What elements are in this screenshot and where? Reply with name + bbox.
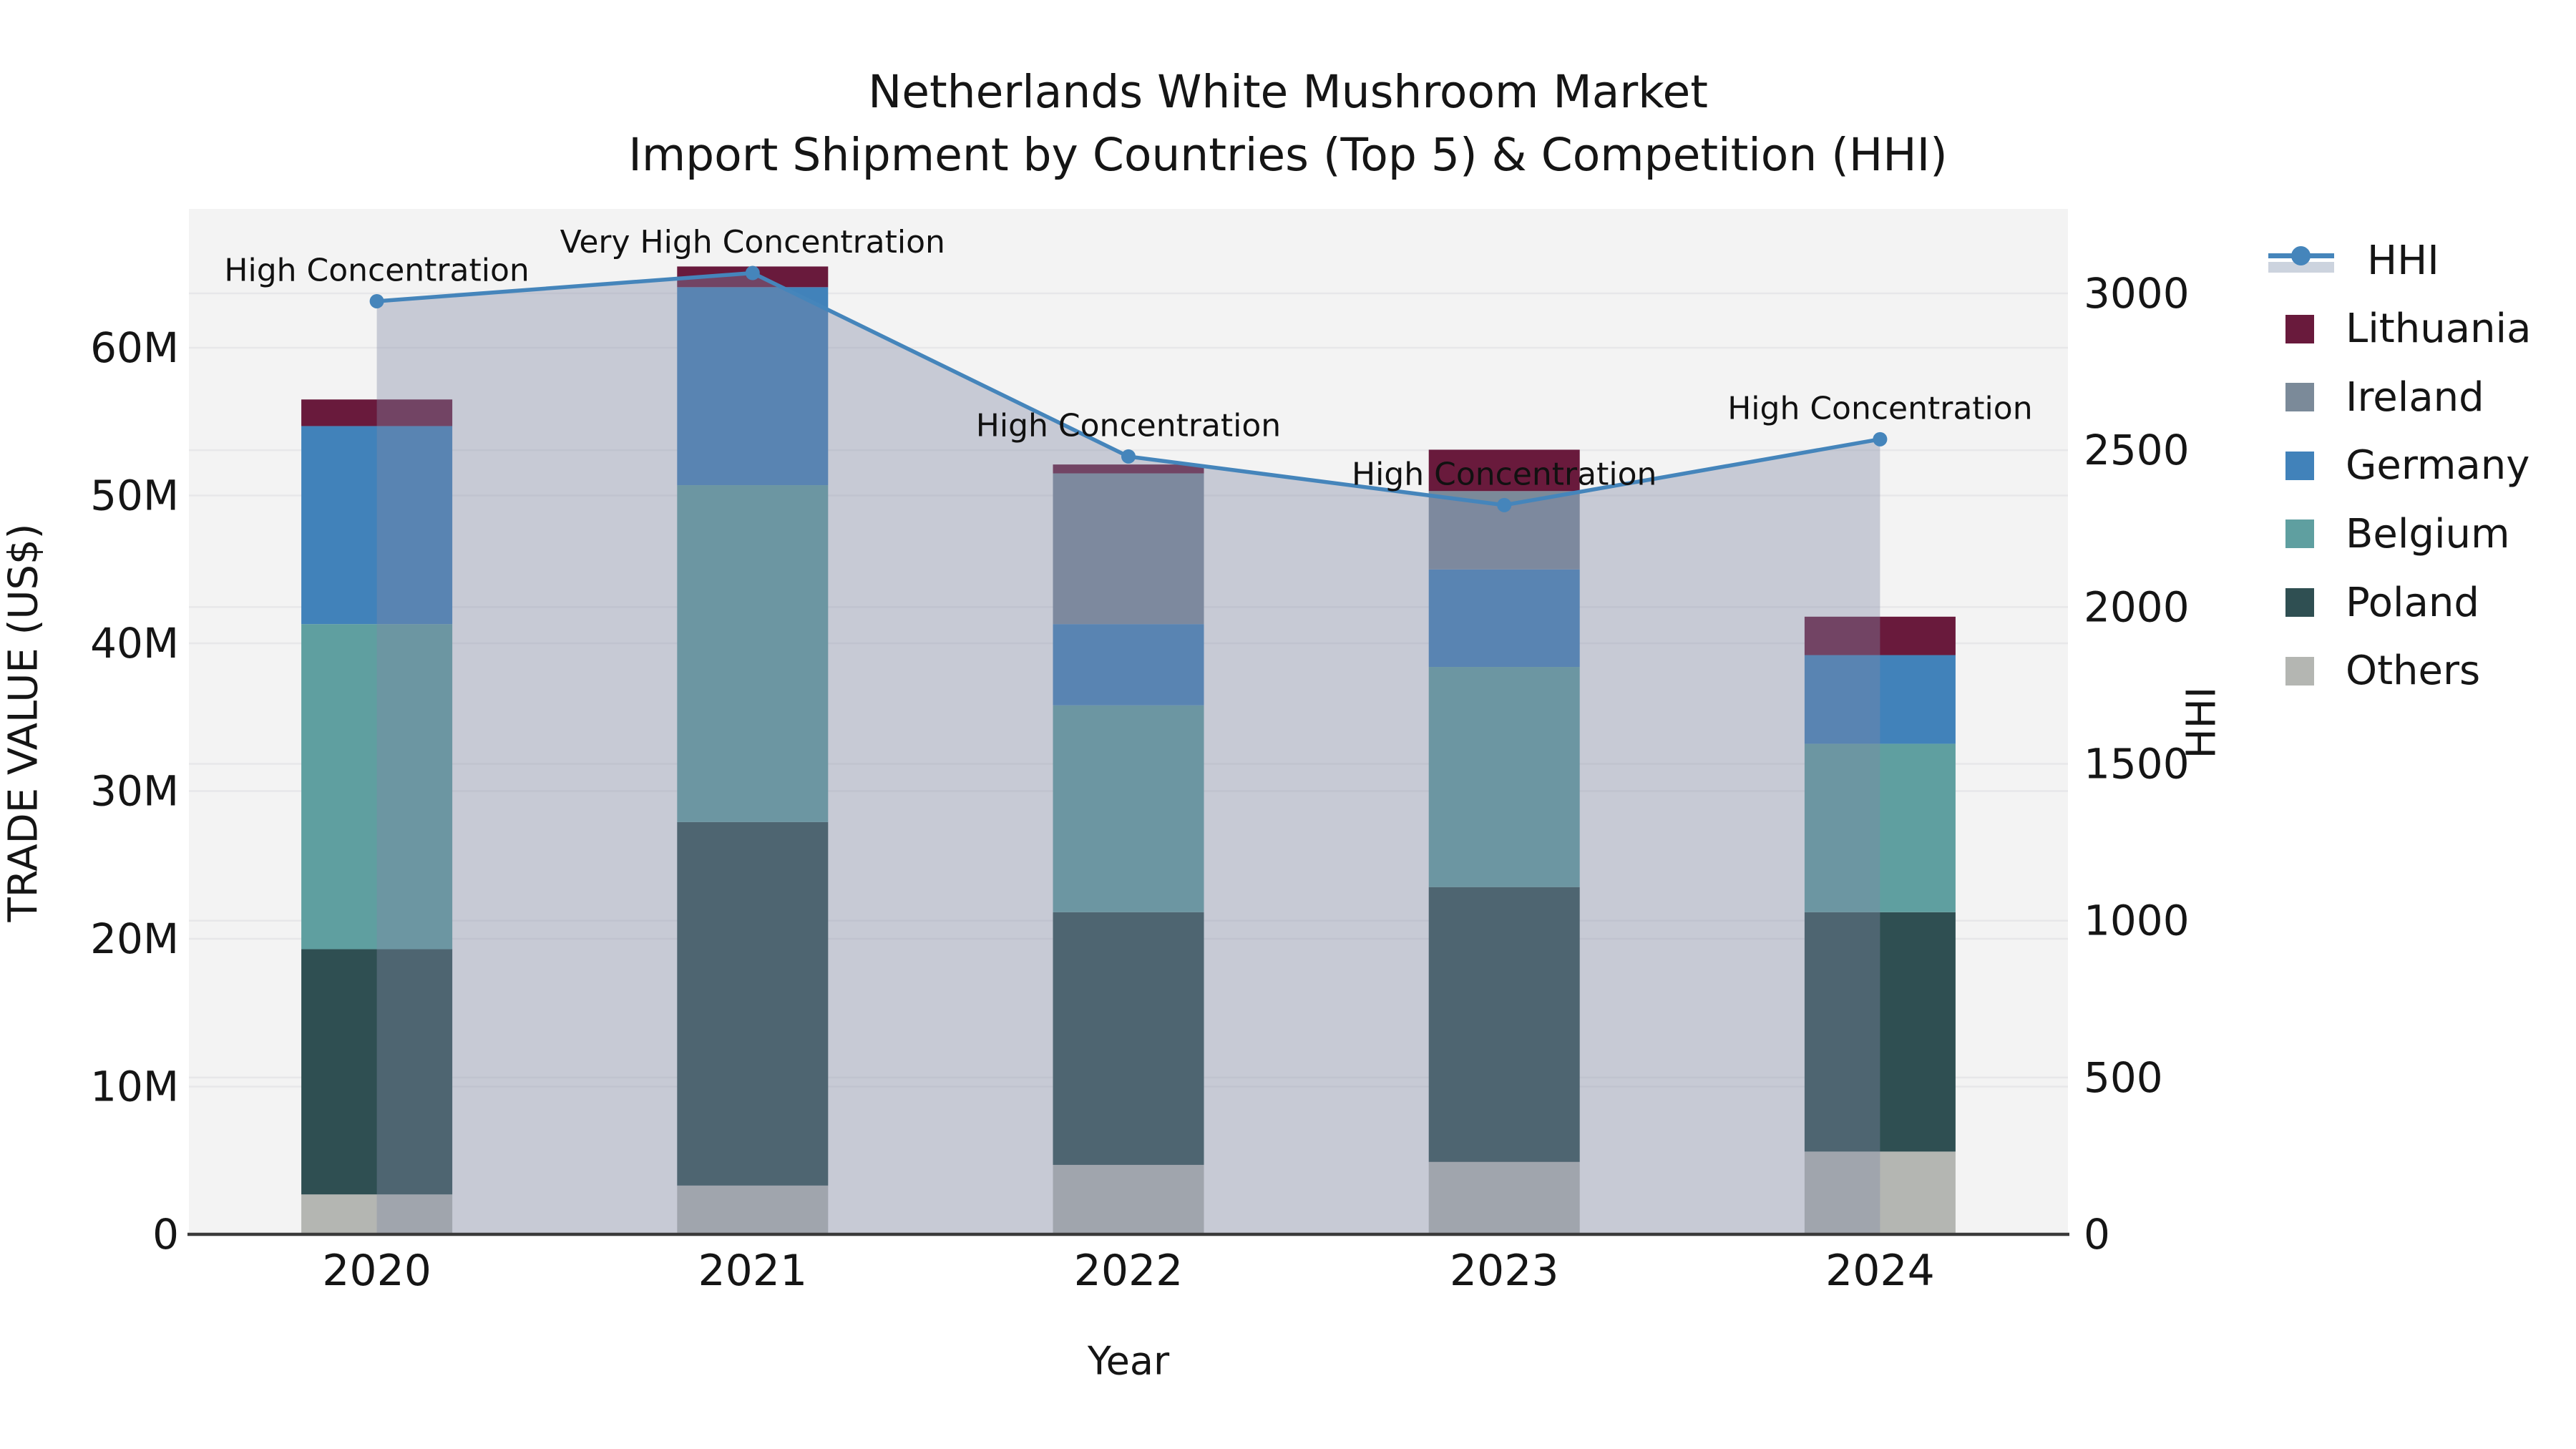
hhi-marker-2022 — [1121, 449, 1136, 464]
bar-segment-poland-2022 — [1053, 912, 1204, 1165]
legend-label: HHI — [2367, 237, 2439, 284]
bar-segment-others-2023 — [1428, 1161, 1580, 1234]
bar-segment-germany-2021 — [677, 287, 829, 486]
bar-segment-poland-2020 — [301, 949, 453, 1195]
bar-segment-ireland-2022 — [1053, 473, 1204, 625]
x-tick-label: 2021 — [698, 1246, 807, 1296]
legend-hhi-marker-dot — [2291, 246, 2311, 265]
y-left-tick-label: 60M — [90, 323, 179, 372]
y-left-tick-label: 40M — [90, 619, 179, 668]
hhi-annotation-2020: High Concentration — [224, 252, 529, 288]
bar-segment-belgium-2024 — [1804, 743, 1956, 912]
y-right-tick-label: 0 — [2084, 1210, 2110, 1259]
legend: HHI Lithuania Ireland Germany Belgium Poland O… — [2268, 0, 2576, 1449]
legend-swatch-ireland — [2285, 383, 2314, 412]
legend-label: Others — [2346, 648, 2481, 695]
hhi-area — [376, 273, 1880, 1235]
hhi-annotation-2022: High Concentration — [976, 407, 1281, 444]
bar-segment-belgium-2020 — [301, 624, 453, 950]
chart-title-line2: Import Shipment by Countries (Top 5) & C… — [628, 129, 1948, 181]
y-axis-title-left: TRADE VALUE (US$) — [0, 523, 47, 922]
bar-segment-poland-2024 — [1804, 912, 1956, 1152]
legend-item-lithuania: Lithuania — [2268, 296, 2531, 363]
y-axis-title-right: HHI — [2178, 686, 2225, 759]
legend-swatch-belgium — [2285, 519, 2314, 549]
bar-segment-poland-2021 — [677, 821, 829, 1186]
y-left-tick-label: 20M — [90, 914, 179, 963]
hhi-marker-2021 — [745, 265, 760, 280]
hhi-marker-2023 — [1497, 497, 1512, 512]
legend-swatch-lithuania — [2285, 314, 2314, 343]
y-right-tick-label: 3000 — [2084, 269, 2190, 318]
bar-segment-others-2021 — [677, 1185, 829, 1234]
legend-label: Germany — [2346, 442, 2530, 489]
legend-item-ireland: Ireland — [2268, 364, 2484, 431]
y-right-tick-label: 2500 — [2084, 426, 2190, 474]
bar-segment-germany-2023 — [1428, 569, 1580, 668]
hhi-annotation-2023: High Concentration — [1352, 456, 1657, 492]
bar-segment-others-2022 — [1053, 1164, 1204, 1234]
bar-segment-belgium-2021 — [677, 485, 829, 822]
legend-item-germany: Germany — [2268, 432, 2529, 499]
hhi-marker-2024 — [1873, 431, 1888, 447]
legend-item-belgium: Belgium — [2268, 500, 2510, 567]
bar-segment-lithuania-2024 — [1804, 616, 1956, 655]
hhi-annotation-2021: Very High Concentration — [560, 224, 945, 260]
legend-swatch-germany — [2285, 451, 2314, 480]
chart-title-line1: Netherlands White Mushroom Market — [868, 66, 1708, 118]
legend-hhi-area-swatch — [2268, 262, 2334, 273]
bar-segment-belgium-2022 — [1053, 705, 1204, 912]
bar-segment-belgium-2023 — [1428, 667, 1580, 887]
bar-segment-lithuania-2023 — [1428, 449, 1580, 492]
y-right-tick-label: 500 — [2084, 1053, 2163, 1102]
bar-segment-lithuania-2022 — [1053, 464, 1204, 474]
legend-hhi-line-icon — [2268, 246, 2336, 275]
x-tick-label: 2024 — [1825, 1246, 1935, 1296]
bar-segment-others-2020 — [301, 1194, 453, 1234]
hhi-marker-2020 — [369, 293, 384, 308]
x-tick-label: 2023 — [1450, 1246, 1559, 1296]
legend-item-others: Others — [2268, 638, 2480, 705]
bar-segment-germany-2022 — [1053, 624, 1204, 706]
legend-label: Belgium — [2346, 510, 2510, 557]
y-left-tick-label: 10M — [90, 1063, 179, 1111]
bar-segment-germany-2020 — [301, 426, 453, 625]
x-tick-label: 2022 — [1074, 1246, 1184, 1296]
legend-swatch-poland — [2285, 588, 2314, 617]
legend-item-hhi: HHI — [2268, 227, 2439, 294]
y-left-tick-label: 30M — [90, 767, 179, 816]
bar-segment-lithuania-2020 — [301, 399, 453, 426]
y-left-tick-label: 0 — [152, 1210, 179, 1259]
y-right-tick-label: 1500 — [2084, 740, 2190, 789]
x-tick-label: 2020 — [322, 1246, 431, 1296]
legend-swatch-others — [2285, 656, 2314, 686]
bar-segment-poland-2023 — [1428, 887, 1580, 1162]
bar-segment-others-2024 — [1804, 1151, 1956, 1234]
legend-item-poland: Poland — [2268, 569, 2479, 636]
x-axis-title: Year — [1087, 1338, 1170, 1384]
bar-segment-germany-2024 — [1804, 655, 1956, 744]
legend-label: Poland — [2346, 579, 2479, 626]
hhi-annotation-2024: High Concentration — [1727, 390, 2032, 426]
legend-label: Ireland — [2346, 374, 2484, 421]
y-right-tick-label: 1000 — [2084, 897, 2190, 945]
legend-label: Lithuania — [2346, 306, 2532, 353]
y-left-tick-label: 50M — [90, 472, 179, 520]
y-right-tick-label: 2000 — [2084, 582, 2190, 631]
